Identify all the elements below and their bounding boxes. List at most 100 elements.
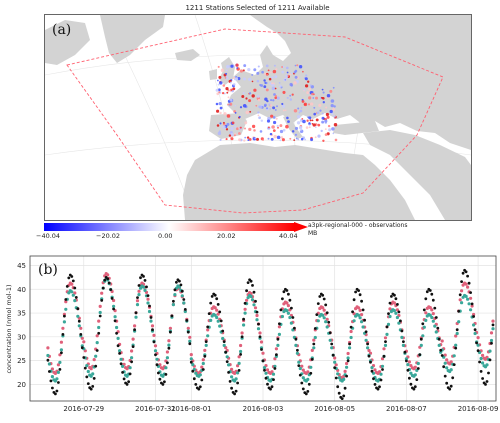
station-marker [293, 109, 298, 113]
observations-point [448, 387, 452, 391]
station-marker [268, 77, 272, 81]
observations-point [242, 317, 246, 321]
observations-point [381, 368, 384, 371]
model_1-point [258, 331, 262, 335]
station-marker [248, 127, 252, 132]
plot-frame [29, 255, 497, 402]
station-marker [226, 91, 229, 94]
observations-point [169, 330, 172, 334]
model_2-point [457, 320, 461, 324]
observations-point [178, 279, 181, 283]
station-marker [289, 73, 292, 76]
colorbar-tick-4: 40.04 [279, 232, 298, 240]
observations-point [112, 307, 115, 311]
observations-point [461, 271, 465, 275]
model_2-point [56, 370, 61, 374]
observations-point [155, 363, 159, 367]
timeseries-panel: 20 25 30 35 40 45 2016-07-29 2016-07-31 2016-08… [0, 250, 500, 423]
observations-point [460, 280, 463, 283]
observations-point [479, 370, 483, 373]
station-marker [308, 126, 311, 129]
model_2-point [173, 293, 177, 297]
model_2-point [191, 363, 195, 367]
model_2-point [280, 314, 284, 319]
observations-point [413, 385, 417, 389]
model_1-point [216, 312, 220, 316]
model_2-point [55, 377, 59, 381]
model_2-point [134, 315, 138, 319]
station-marker [234, 125, 237, 128]
station-marker [285, 74, 288, 77]
observations-point [213, 293, 217, 297]
observations-point [322, 297, 326, 301]
station-marker [307, 103, 311, 106]
station-marker [243, 77, 246, 81]
station-marker [264, 97, 268, 101]
station-marker [216, 124, 220, 127]
observations-point [94, 364, 98, 368]
observations-point [298, 373, 302, 377]
observations-point [309, 371, 313, 375]
model_2-point [288, 315, 292, 320]
station-marker [282, 128, 286, 132]
observations-point [109, 288, 113, 291]
station-marker [216, 92, 220, 96]
observations-point [137, 284, 141, 287]
observations-point [287, 292, 290, 296]
model_1-point [380, 357, 385, 361]
model_2-point [250, 298, 255, 302]
station-marker [288, 116, 291, 119]
station-marker [279, 139, 282, 142]
observations-point [224, 350, 228, 354]
observations-point [142, 275, 145, 278]
station-marker [330, 103, 334, 108]
model_1-point [137, 289, 141, 293]
station-marker [302, 70, 304, 73]
observations-point [333, 366, 337, 370]
observations-point [415, 378, 419, 381]
station-marker [239, 69, 244, 73]
station-marker [238, 115, 241, 118]
model_1-point [201, 358, 205, 362]
observations-point [236, 381, 240, 385]
observations-point [65, 285, 69, 288]
station-marker [215, 88, 219, 92]
model_1-point [230, 367, 234, 371]
station-marker [242, 69, 245, 72]
model_1-point [286, 304, 290, 308]
station-marker [253, 68, 257, 72]
station-marker [241, 95, 245, 98]
station-marker [272, 106, 276, 110]
observations-point [255, 310, 259, 314]
station-marker [232, 83, 236, 86]
observations-point [91, 385, 95, 388]
model_2-point [380, 364, 385, 368]
station-marker [295, 137, 298, 140]
observations-point [145, 285, 148, 289]
station-marker [262, 139, 264, 141]
model_1-point [270, 370, 274, 374]
observations-point [290, 306, 293, 310]
station-marker [290, 72, 293, 74]
observations-point [170, 314, 174, 318]
station-marker [259, 105, 263, 109]
observations-point [405, 359, 408, 363]
station-marker [279, 124, 283, 128]
station-marker [271, 76, 274, 79]
station-marker [313, 106, 316, 109]
model_1-point [152, 333, 156, 337]
observations-point [488, 358, 492, 362]
station-marker [273, 134, 277, 139]
model_2-point [230, 375, 234, 379]
model_2-point [77, 324, 81, 328]
observations-point [304, 392, 308, 396]
station-marker [270, 137, 274, 141]
observations-point [437, 337, 441, 341]
station-marker [270, 114, 274, 118]
model_1-point [322, 308, 326, 312]
model_2-point [285, 309, 289, 313]
observations-point [436, 326, 440, 330]
station-marker [275, 68, 278, 71]
observations-point [385, 325, 389, 329]
